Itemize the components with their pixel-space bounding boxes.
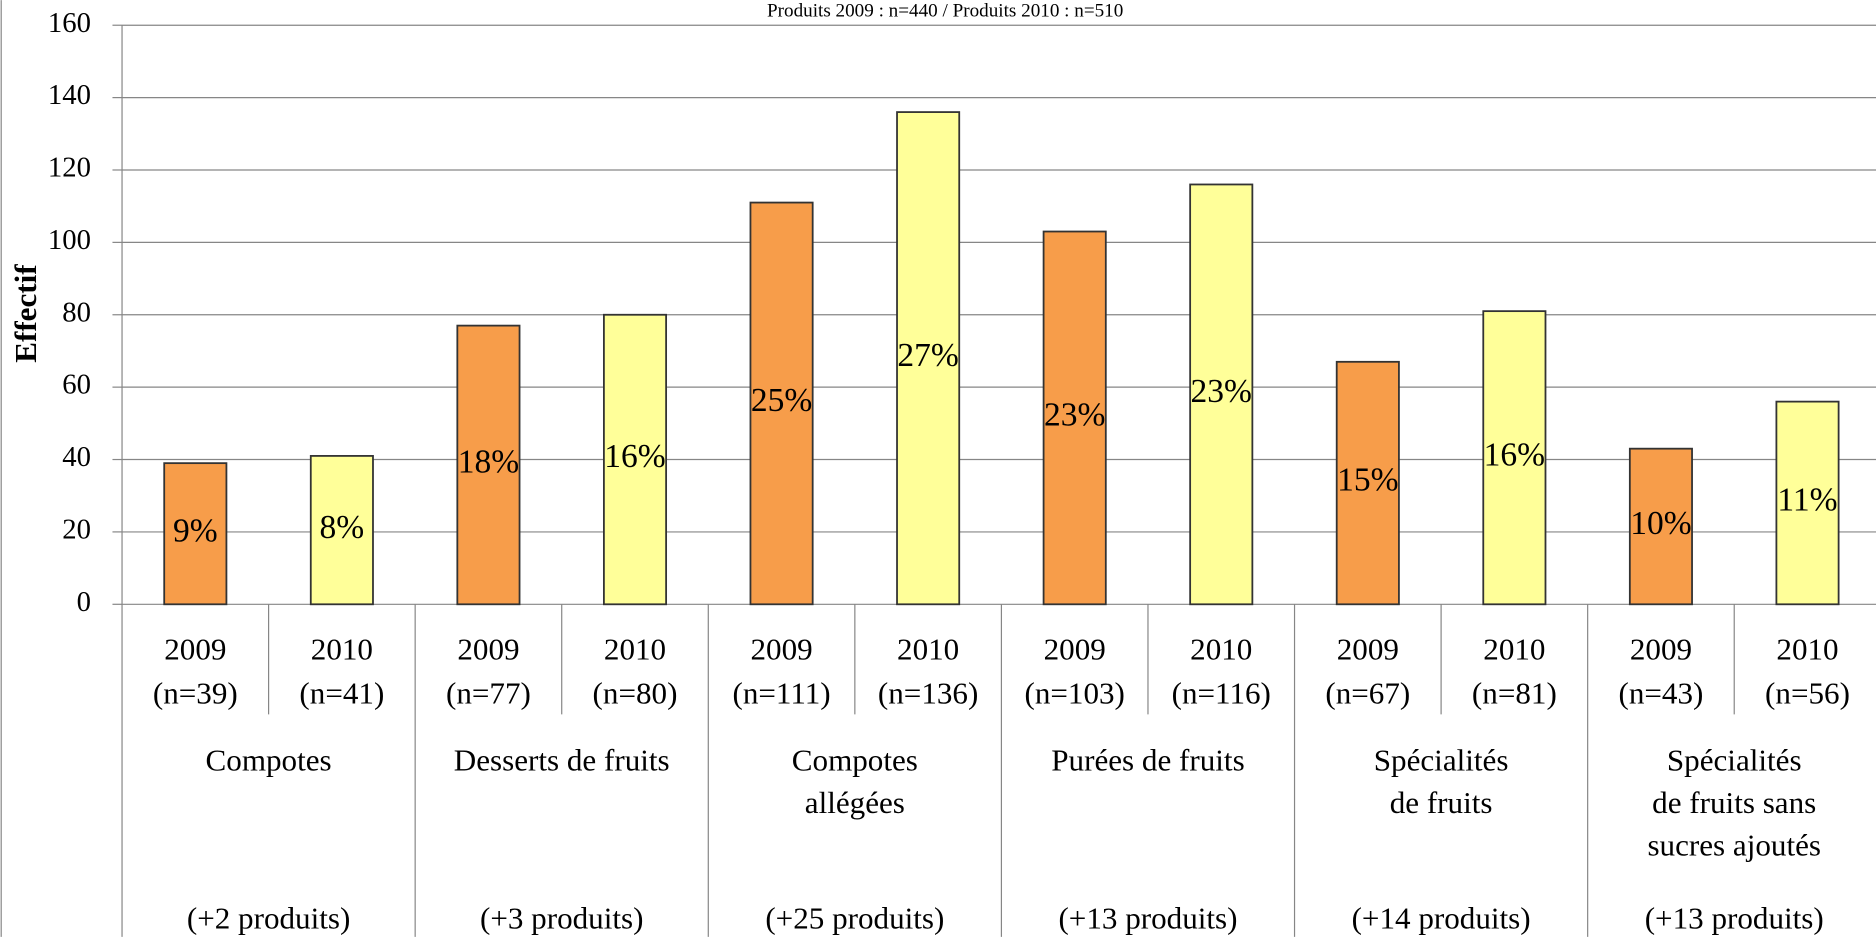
group-note: (+14 produits) [1352, 900, 1531, 935]
bar [1335, 360, 1400, 606]
bar [456, 324, 521, 606]
x-tick-label: (n=136) [878, 676, 978, 711]
chart-subtitle: Produits 2009 : n=440 / Produits 2010 : … [767, 0, 1123, 21]
x-tick-label: (n=111) [733, 676, 831, 711]
data-label: 23% [1044, 397, 1105, 434]
x-tick-label: 2009 [164, 631, 226, 666]
y-tick-label: 160 [48, 7, 91, 39]
y-tick-label: 0 [77, 586, 91, 618]
y-tick-label: 80 [62, 296, 91, 328]
group-label: de fruits sans [1652, 785, 1816, 820]
bar [602, 313, 668, 606]
x-tick-label: 2010 [311, 631, 373, 666]
data-label: 15% [1337, 462, 1398, 499]
x-tick-label: 2009 [1337, 631, 1399, 666]
x-tick-label: 2010 [1190, 631, 1252, 666]
group-note: (+13 produits) [1058, 900, 1237, 935]
x-tick-label: 2009 [1044, 631, 1106, 666]
y-tick-label: 120 [48, 152, 91, 184]
bar [309, 455, 374, 606]
x-tick-label: 2009 [1630, 631, 1692, 666]
x-tick-label: (n=80) [593, 676, 678, 711]
group-label: Spécialités [1667, 743, 1802, 778]
group-note: (+25 produits) [765, 900, 944, 935]
data-label: 10% [1630, 505, 1691, 542]
data-label: 16% [1484, 436, 1545, 473]
x-tick-label: (n=103) [1024, 676, 1124, 711]
group-label: Compotes [792, 743, 918, 778]
group-label: Purées de fruits [1051, 743, 1244, 778]
x-tick-label: (n=81) [1472, 676, 1557, 711]
data-label: 23% [1191, 373, 1252, 410]
x-tick-label: (n=67) [1325, 676, 1410, 711]
data-label: 27% [897, 337, 958, 374]
bar [1775, 400, 1840, 606]
data-label: 8% [320, 509, 365, 546]
bar [749, 201, 814, 606]
bar [1482, 310, 1547, 606]
x-tick-label: (n=39) [153, 676, 238, 711]
data-label: 9% [173, 512, 218, 549]
y-tick-label: 100 [48, 224, 91, 256]
bar [1628, 447, 1693, 606]
group-note: (+2 produits) [187, 900, 351, 935]
data-label: 11% [1777, 482, 1837, 519]
y-axis-label: Effectif [8, 264, 43, 363]
group-label: allégées [805, 785, 905, 820]
x-tick-label: 2010 [604, 631, 666, 666]
bar [896, 111, 961, 606]
group-label: Desserts de fruits [454, 743, 670, 778]
bar [163, 462, 228, 606]
x-tick-label: (n=77) [446, 676, 531, 711]
group-note: (+13 produits) [1645, 900, 1824, 935]
x-tick-label: (n=43) [1618, 676, 1703, 711]
y-tick-label: 60 [62, 369, 91, 401]
x-tick-label: (n=116) [1172, 676, 1271, 711]
group-label: sucres ajoutés [1647, 828, 1821, 863]
data-label: 16% [604, 438, 665, 475]
x-tick-label: 2009 [457, 631, 519, 666]
x-tick-label: 2010 [897, 631, 959, 666]
x-tick-label: (n=56) [1765, 676, 1850, 711]
group-label: Spécialités [1374, 743, 1509, 778]
y-tick-label: 20 [62, 514, 91, 546]
group-label: Compotes [206, 743, 332, 778]
data-label: 25% [751, 382, 812, 419]
data-label: 18% [458, 444, 519, 481]
y-tick-label: 40 [62, 441, 91, 473]
bar [1189, 183, 1254, 606]
x-tick-label: 2010 [1483, 631, 1545, 666]
bar [1042, 230, 1107, 606]
x-tick-label: (n=41) [299, 676, 384, 711]
x-tick-label: 2009 [750, 631, 812, 666]
x-tick-label: 2010 [1776, 631, 1838, 666]
group-note: (+3 produits) [480, 900, 644, 935]
y-tick-label: 140 [48, 79, 91, 111]
group-label: de fruits [1390, 785, 1493, 820]
